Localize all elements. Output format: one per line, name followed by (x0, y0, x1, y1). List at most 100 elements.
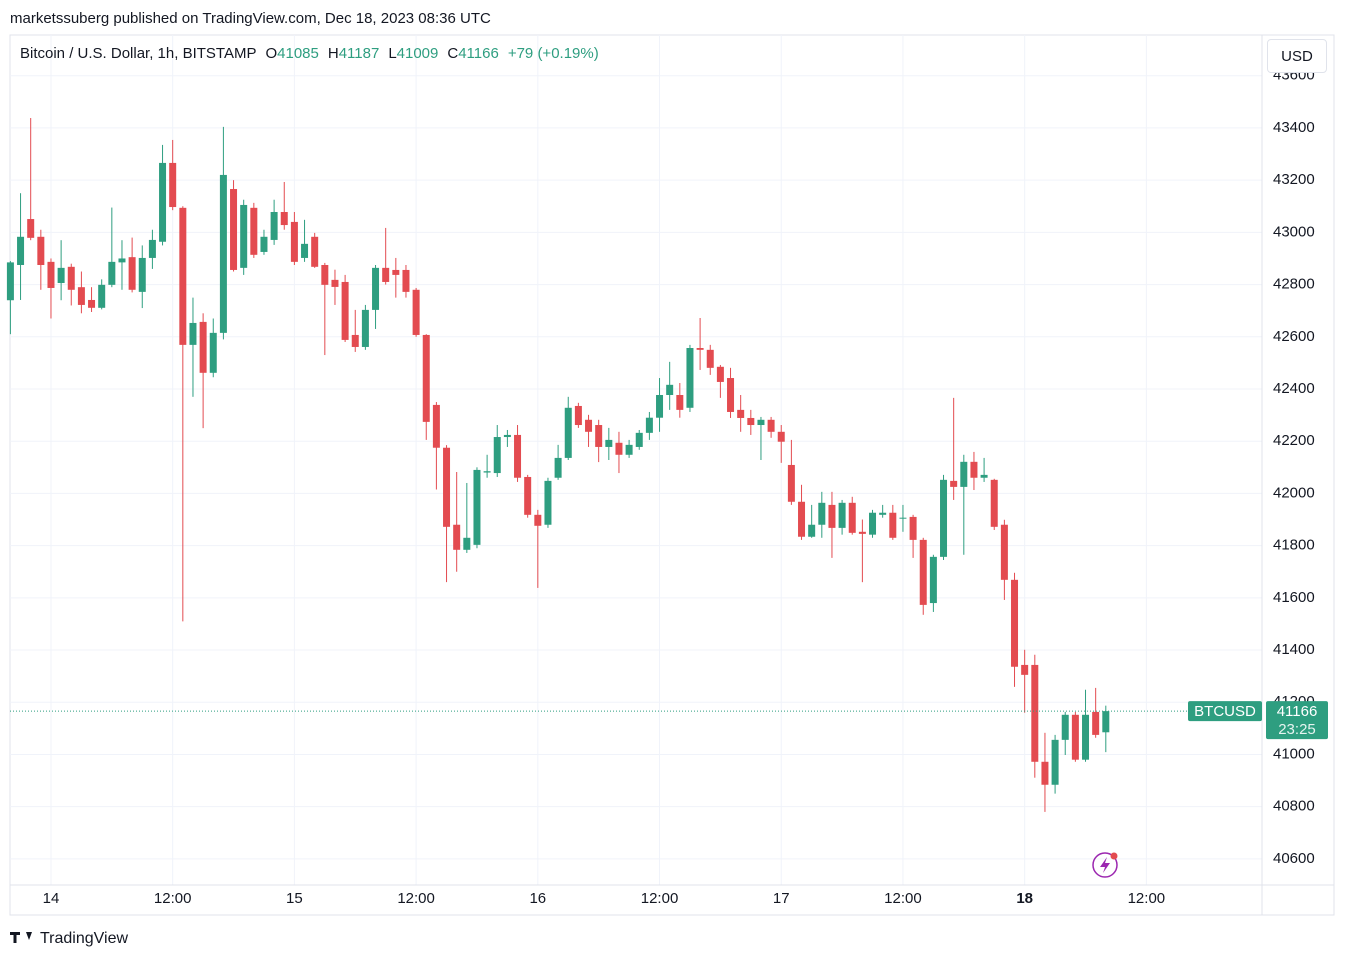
y-tick-label: 41400 (1273, 641, 1315, 658)
candle-body (645, 417, 653, 433)
candle-body (615, 442, 623, 455)
y-tick-label: 41000 (1273, 745, 1315, 762)
candle-body (412, 289, 420, 335)
candle-body (1051, 739, 1059, 785)
candle-body (179, 207, 187, 345)
candle-body (635, 432, 643, 447)
price-label: 41166 (1277, 703, 1318, 720)
candle-body (321, 264, 329, 285)
ohlc-value: 41085 (277, 45, 319, 62)
symbol-label: BTCUSD (1194, 703, 1256, 720)
axes: 4060040800410004120041400416004180042000… (10, 67, 1328, 907)
candle-body (1011, 579, 1019, 667)
currency-button[interactable]: USD (1267, 39, 1327, 73)
y-tick-label: 42600 (1273, 328, 1315, 345)
candle-body (676, 394, 684, 410)
candle-body (1061, 714, 1069, 740)
symbol-title: Bitcoin / U.S. Dollar, 1h, BITSTAMP (20, 45, 257, 62)
candle-body (524, 476, 532, 515)
candle-body (88, 299, 96, 308)
candle-body (1031, 664, 1039, 762)
candle-body (980, 474, 988, 478)
candle-body (656, 394, 664, 418)
candle-body (219, 174, 227, 333)
grid (10, 35, 1334, 915)
candle-body (341, 281, 349, 340)
candle-body (808, 524, 816, 537)
candle-body (230, 189, 238, 270)
candle-body (108, 261, 116, 285)
candle-body (909, 516, 917, 540)
candle-body (311, 236, 319, 267)
candle-body (919, 539, 927, 605)
candle-body (290, 221, 298, 262)
candle-body (686, 348, 694, 408)
candle-body (848, 502, 856, 533)
candle-body (503, 434, 511, 438)
ohlc-value: 41187 (338, 45, 380, 62)
ohlc-label: C (447, 45, 459, 62)
y-tick-label: 41800 (1273, 537, 1315, 554)
candle-body (382, 267, 390, 282)
candle-body (1071, 714, 1079, 760)
candle-body (493, 437, 501, 474)
brand: TradingView (40, 930, 129, 947)
candle-body (483, 471, 491, 473)
published-note: marketssuberg published on TradingView.c… (10, 10, 491, 27)
x-tick-label: 15 (286, 890, 303, 907)
candle-body (625, 444, 633, 455)
y-tick-label: 43000 (1273, 223, 1315, 240)
candle-body (402, 269, 410, 292)
candle-body (77, 287, 85, 305)
ohlc-value: 41009 (396, 45, 439, 62)
candle-body (1102, 711, 1110, 733)
candle-body (372, 267, 380, 310)
candle-body (392, 269, 400, 275)
candle-body (6, 262, 14, 301)
candle-body (250, 207, 258, 255)
candle-body (828, 504, 836, 528)
candle-body (1082, 714, 1090, 760)
lightning-icon[interactable] (1092, 852, 1118, 878)
candle-body (351, 334, 359, 347)
candle-body (138, 257, 146, 292)
symbol-legend: Bitcoin / U.S. Dollar, 1h, BITSTAMP O 410… (20, 45, 599, 62)
candle-body (858, 531, 866, 534)
candle-body (17, 236, 25, 265)
chart-frame (9, 34, 1335, 916)
candle-body (57, 267, 65, 284)
candle-body (818, 502, 826, 525)
countdown-label: 23:25 (1278, 721, 1316, 738)
candle-body (27, 219, 35, 238)
y-tick-label: 40800 (1273, 798, 1315, 815)
y-tick-label: 43400 (1273, 119, 1315, 136)
x-tick-label: 12:00 (884, 890, 922, 907)
candle-body (1092, 711, 1100, 735)
y-tick-label: 42400 (1273, 380, 1315, 397)
candle-body (514, 434, 522, 478)
y-tick-label: 42000 (1273, 484, 1315, 501)
candle-body (838, 502, 846, 528)
candle-body (696, 348, 704, 350)
candle-body (67, 266, 75, 290)
price-label-box (1266, 701, 1328, 740)
candle-body (98, 284, 106, 308)
candle-body (463, 537, 471, 550)
candle-body (1000, 524, 1008, 580)
candle-body (879, 512, 887, 515)
candle-body (1041, 761, 1049, 785)
candle-body (199, 321, 207, 373)
x-tick-label: 12:00 (1128, 890, 1166, 907)
candle-body (727, 378, 735, 412)
x-tick-label: 12:00 (397, 890, 435, 907)
candle-body (169, 162, 177, 208)
candle-body (960, 461, 968, 487)
candle-body (869, 512, 877, 535)
candle-body (260, 236, 268, 252)
candle-body (422, 334, 430, 422)
candle-body (534, 514, 542, 526)
change: +79 (+0.19%) (507, 45, 599, 62)
ohlc-label: H (327, 45, 339, 62)
